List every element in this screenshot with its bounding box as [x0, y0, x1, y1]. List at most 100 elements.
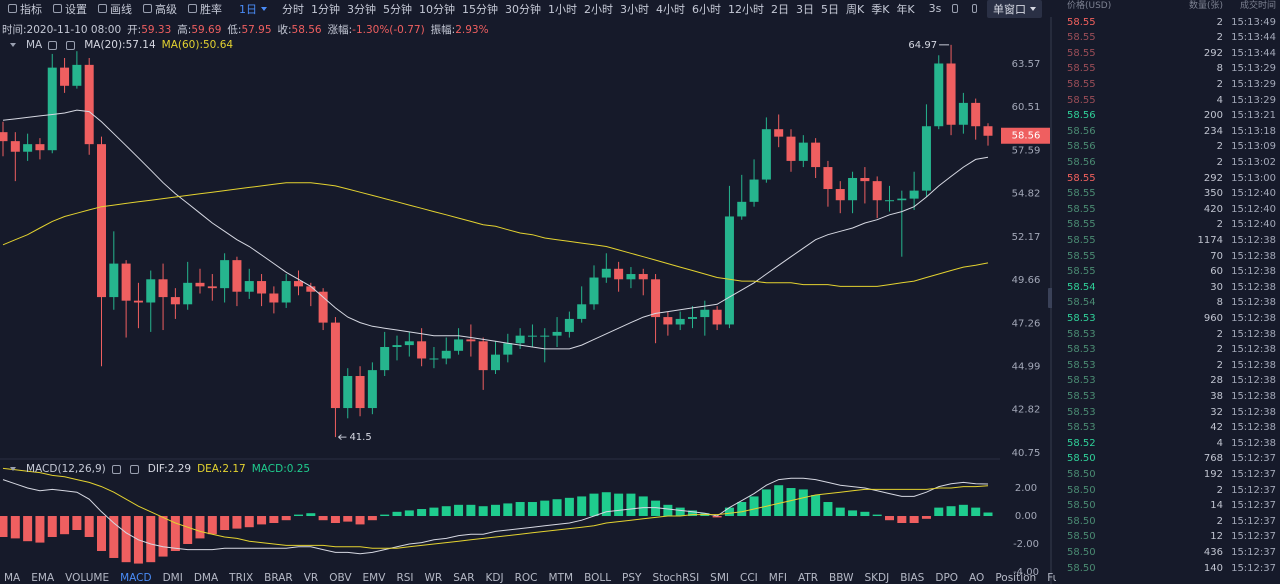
legend-icon[interactable] — [111, 464, 121, 474]
legend-icon[interactable] — [66, 40, 76, 50]
candle-body — [798, 142, 808, 161]
interval-button[interactable]: 12小时 — [728, 2, 764, 16]
candle-body — [614, 268, 624, 280]
info-item: 振幅:2.93% — [431, 22, 489, 37]
indicator-tab[interactable]: MA — [4, 571, 21, 584]
tool-button[interactable]: 设置 — [53, 1, 87, 17]
macd-bar — [909, 516, 919, 524]
indicator-tab[interactable]: AO — [969, 571, 985, 584]
interval-button[interactable]: 4小时 — [656, 2, 685, 16]
tool-button[interactable]: 指标 — [8, 1, 42, 17]
macd-bar — [983, 512, 993, 517]
indicator-tab[interactable]: KDJ — [485, 571, 504, 584]
chart: 63.57 60.51 57.59 54.82 52.17 49.66 47.26 44.99… — [0, 0, 1052, 584]
trade-time: 15:13:49 — [1231, 16, 1276, 28]
interval-button[interactable]: 10分钟 — [419, 2, 455, 16]
interval-button[interactable]: 5分钟 — [383, 2, 412, 16]
trade-price: 58.53 — [1067, 422, 1096, 434]
tool-button[interactable]: 胜率 — [188, 1, 222, 17]
indicator-tab[interactable]: EMV — [362, 571, 386, 584]
indicator-tab[interactable]: Position — [995, 571, 1037, 584]
interval-button[interactable]: 周K — [846, 2, 865, 16]
indicator-tab[interactable]: BIAS — [900, 571, 925, 584]
interval-button[interactable]: 5日 — [821, 2, 839, 16]
period-select[interactable]: 1日 — [239, 1, 267, 17]
candle-body — [269, 293, 279, 303]
interval-button[interactable]: 年K — [896, 2, 915, 16]
legend-entry: MACD:0.25 — [251, 463, 311, 475]
macd-bar — [958, 504, 968, 517]
candle-body — [835, 189, 845, 201]
candle-body — [872, 181, 882, 201]
tool-button[interactable]: 画线 — [98, 1, 132, 17]
indicator-tab[interactable]: SMI — [710, 571, 729, 584]
toolbar-icon[interactable] — [952, 4, 958, 13]
interval-button[interactable]: 3分钟 — [347, 2, 376, 16]
indicator-tab[interactable]: OBV — [329, 571, 352, 584]
interval-button[interactable]: 1小时 — [548, 2, 577, 16]
indicator-tab[interactable]: MACD — [120, 571, 152, 584]
trade-time: 15:12:37 — [1231, 546, 1276, 558]
tool-label: 设置 — [65, 2, 87, 16]
indicator-tab[interactable]: SAR — [453, 571, 475, 584]
macd-bar — [244, 516, 254, 528]
indicator-tab[interactable]: BOLL — [584, 571, 612, 584]
indicator-tab[interactable]: PSY — [622, 571, 642, 584]
indicator-tab[interactable]: BBW — [829, 571, 854, 584]
indicator-tab[interactable]: BRAR — [264, 571, 293, 584]
indicator-tab[interactable]: MTM — [548, 571, 574, 584]
indicator-tab[interactable]: ROC — [514, 571, 538, 584]
ma-legend: MA MA(20):57.14 MA(60):50.64 — [10, 38, 233, 52]
candle-body — [946, 63, 956, 125]
indicator-tab[interactable]: MFI — [768, 571, 787, 584]
trade-qty: 140 — [1203, 562, 1223, 574]
interval-button[interactable]: 1分钟 — [311, 2, 340, 16]
tool-icon — [8, 4, 17, 13]
trade-price: 58.53 — [1067, 390, 1096, 402]
splitter-handle[interactable] — [1048, 288, 1052, 308]
macd-bar — [688, 510, 697, 517]
tool-button[interactable]: 高级 — [143, 1, 177, 17]
y-tick-label: 60.51 — [1012, 102, 1041, 113]
refresh-rate[interactable]: 3s — [928, 2, 942, 15]
interval-button[interactable]: 季K — [871, 2, 890, 16]
trade-time: 15:13:00 — [1231, 172, 1276, 184]
indicator-tab[interactable]: StochRSI — [652, 571, 700, 584]
caret[interactable] — [10, 43, 16, 47]
indicator-tab[interactable]: RSI — [396, 571, 414, 584]
window-select[interactable]: 单窗口 — [986, 0, 1042, 18]
indicator-tab[interactable]: VR — [303, 571, 319, 584]
y-tick-label: 42.82 — [1012, 405, 1041, 416]
macd-bar — [109, 516, 119, 558]
indicator-tab[interactable]: WR — [424, 571, 443, 584]
interval-button[interactable]: 分时 — [282, 2, 304, 16]
indicator-tab[interactable]: SKDJ — [864, 571, 890, 584]
indicator-tab[interactable]: DMI — [162, 571, 183, 584]
legend-icon[interactable] — [129, 464, 139, 474]
indicator-tab[interactable]: CCI — [740, 571, 758, 584]
y-tick-label: 2.00 — [1015, 483, 1037, 494]
indicator-tab[interactable]: VOLUME — [65, 571, 110, 584]
toolbar-icon[interactable] — [971, 4, 977, 13]
candle-body — [404, 341, 414, 346]
indicator-tab[interactable]: DMA — [193, 571, 219, 584]
interval-button[interactable]: 2日 — [771, 2, 789, 16]
interval-button[interactable]: 30分钟 — [505, 2, 541, 16]
interval-button[interactable]: 2小时 — [584, 2, 613, 16]
trade-row: 58.53 2 15:12:38 — [1056, 342, 1280, 357]
candle-body — [651, 279, 661, 318]
indicator-tab[interactable]: DPO — [935, 571, 959, 584]
trade-row: 58.56 234 15:13:18 — [1056, 124, 1280, 139]
indicator-tab[interactable]: EMA — [31, 571, 55, 584]
interval-button[interactable]: 15分钟 — [462, 2, 498, 16]
caret[interactable] — [10, 467, 16, 471]
interval-button[interactable]: 3小时 — [620, 2, 649, 16]
interval-button[interactable]: 6小时 — [692, 2, 721, 16]
y-tick-label: 49.66 — [1012, 275, 1041, 286]
trade-row: 58.55 1174 15:12:38 — [1056, 233, 1280, 248]
indicator-tab[interactable]: TRIX — [229, 571, 254, 584]
legend-icon[interactable] — [48, 40, 58, 50]
trade-row: 58.55 292 15:13:00 — [1056, 171, 1280, 186]
interval-button[interactable]: 3日 — [796, 2, 814, 16]
indicator-tab[interactable]: ATR — [797, 571, 819, 584]
